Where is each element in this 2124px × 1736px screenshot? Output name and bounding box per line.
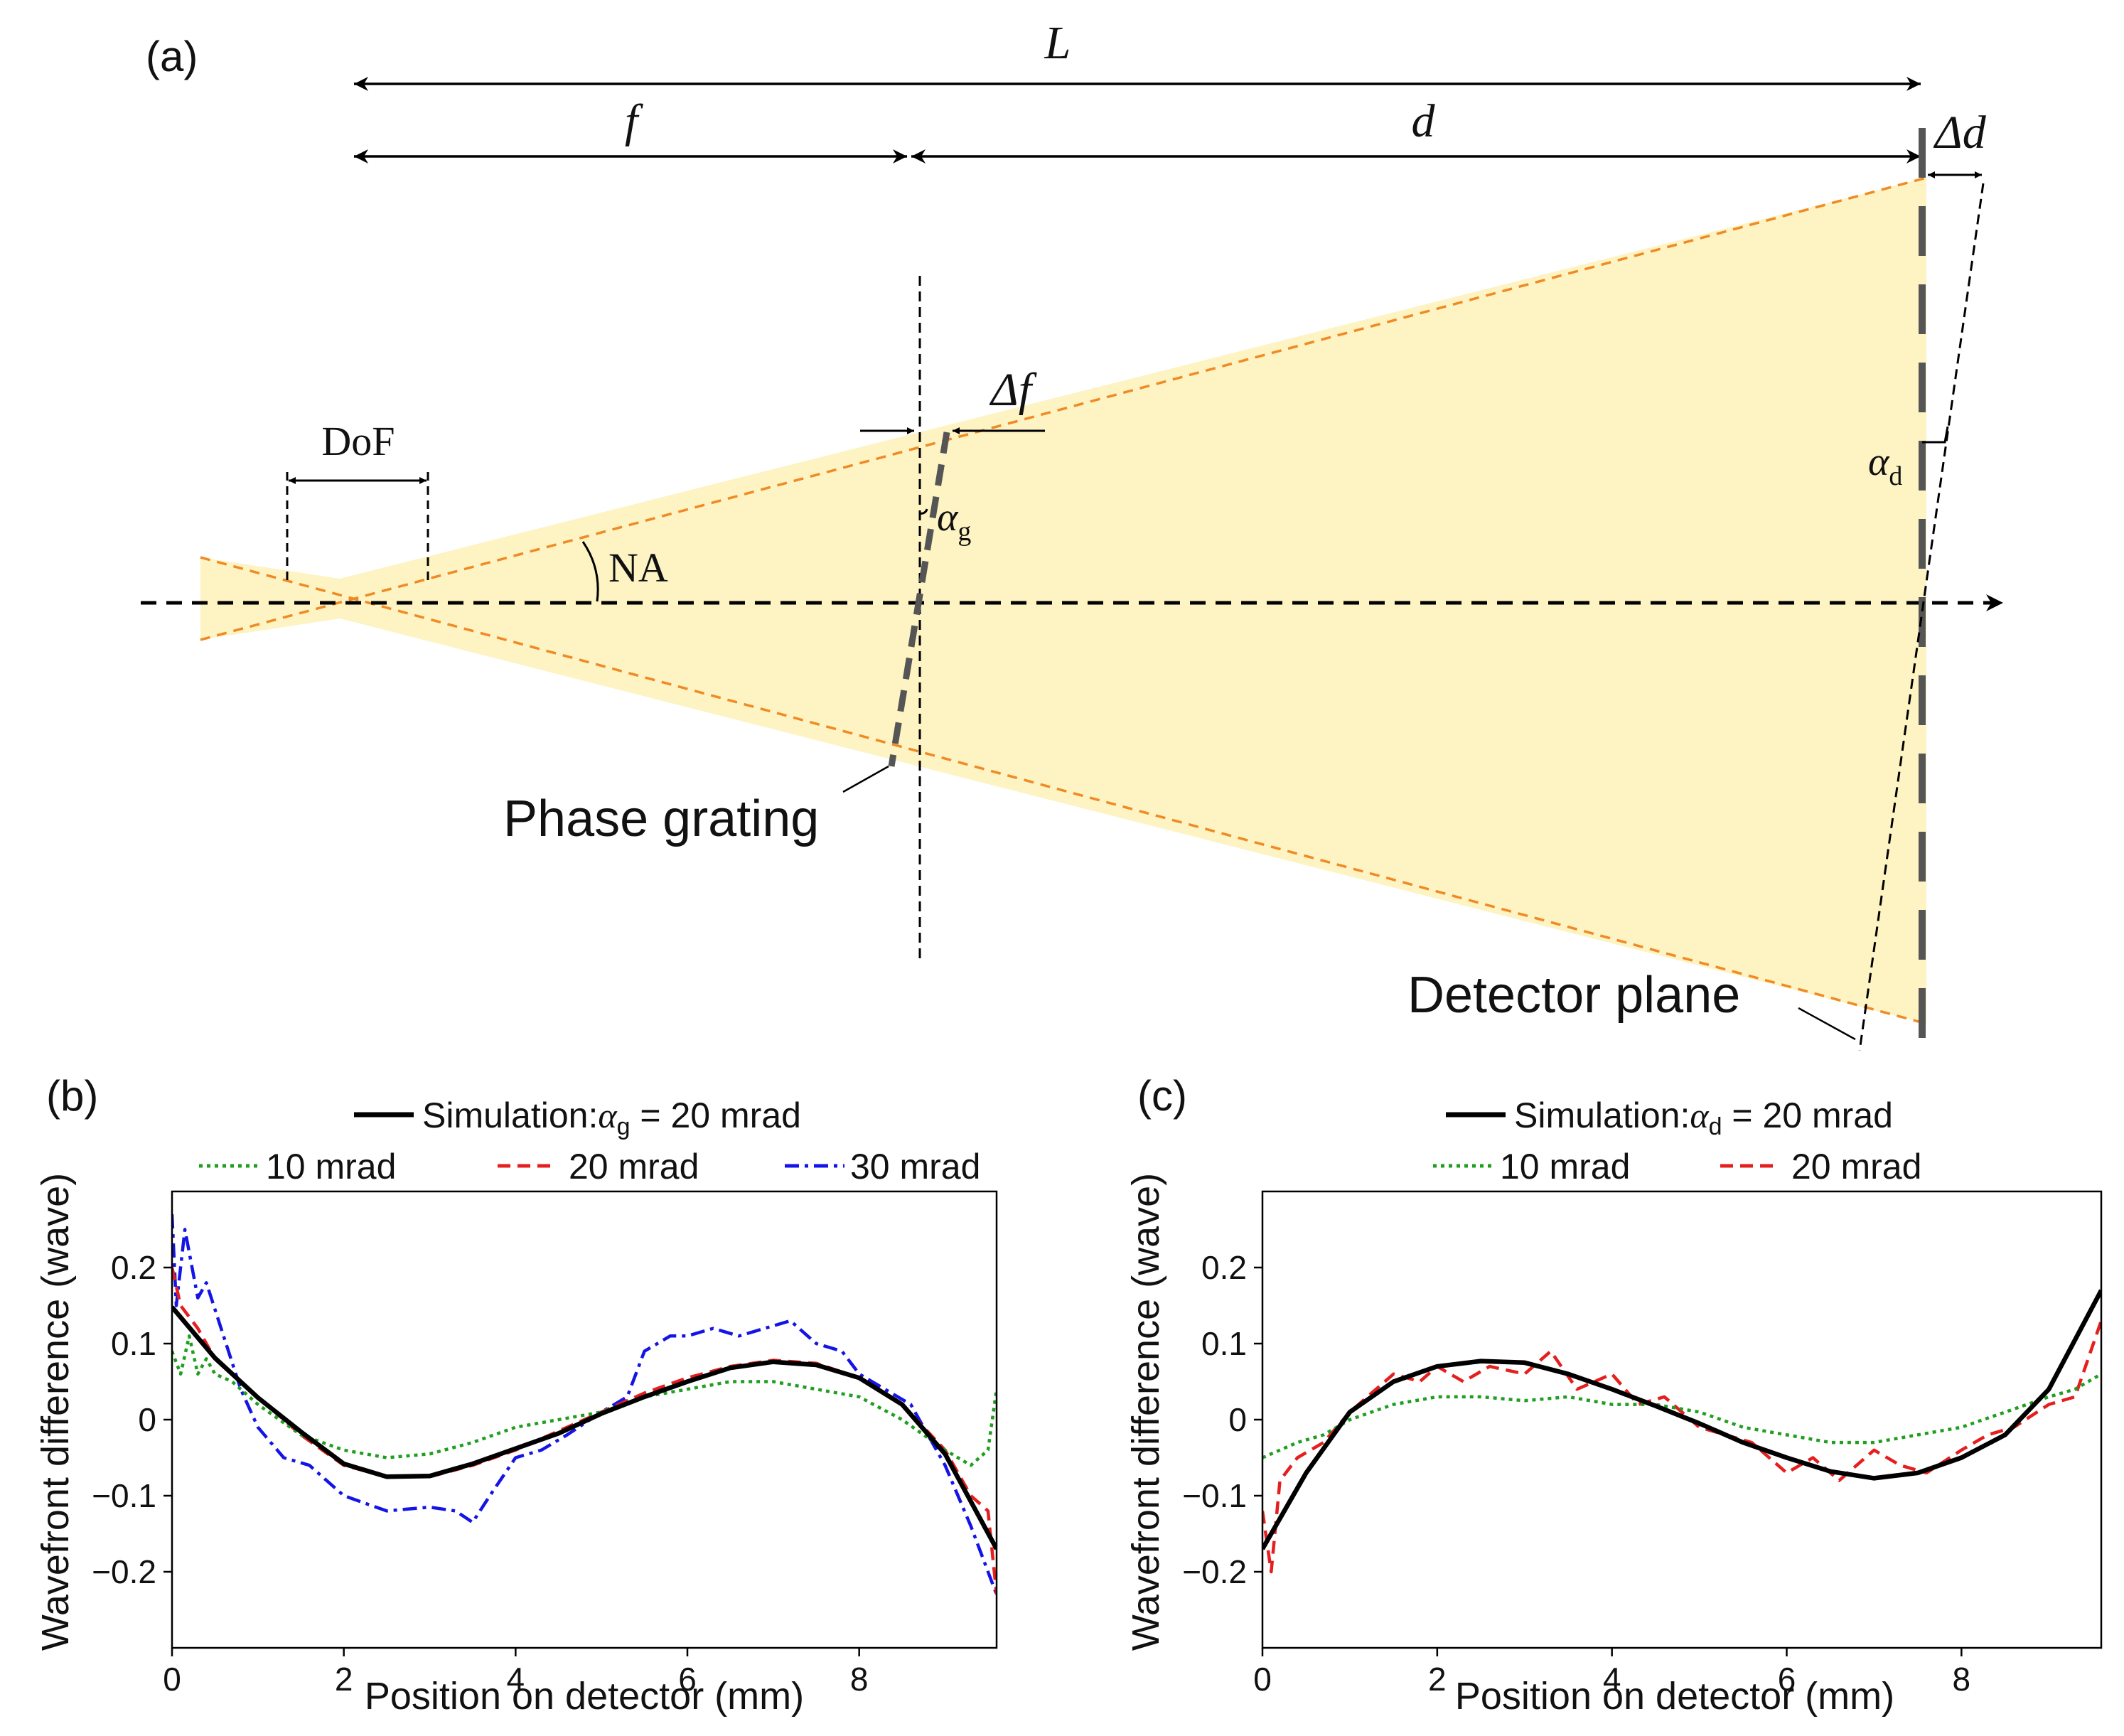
ylabel-c: Wavefront difference (wave) — [1125, 1173, 1167, 1651]
chart-c-ytick-label: 0 — [1228, 1401, 1247, 1438]
xlabel-c: Position on detector (mm) — [1455, 1675, 1894, 1718]
legend-b-20mrad-label: 20 mrad — [569, 1147, 699, 1186]
chart-b-ytick-label: −0.2 — [92, 1553, 156, 1590]
dof-label: DoF — [321, 418, 395, 464]
chart-c-xtick-label: 6 — [1778, 1661, 1796, 1698]
chart-b: (b) Simulation:αg = 20 mrad 10 mrad 20 m… — [34, 1072, 998, 1718]
chart-c-xtick-label: 4 — [1603, 1661, 1621, 1698]
legend-c-10mrad-label: 10 mrad — [1500, 1147, 1630, 1186]
chart-c-plot-frame — [1261, 1190, 2103, 1649]
detector-leader-line — [1798, 1007, 1856, 1041]
legend-c: Simulation:αd = 20 mrad 10 mrad 20 mrad — [1433, 1095, 1921, 1186]
chart-b-ytick-label: 0 — [138, 1401, 156, 1438]
alpha-d-arc — [1922, 426, 1949, 444]
beam-region — [200, 178, 1926, 1024]
legend-c-sim-label: Simulation:αd = 20 mrad — [1514, 1095, 1893, 1140]
detector-plane-label: Detector plane — [1407, 967, 1740, 1024]
alpha-d-label: αd — [1868, 440, 1902, 491]
detector-tilted — [1858, 183, 1985, 1051]
chart-b-series-group — [172, 1213, 997, 1595]
L-label: L — [1044, 17, 1071, 69]
chart-c-ytick-label: 0.2 — [1201, 1249, 1247, 1286]
chart-b-xtick-label: 0 — [163, 1661, 181, 1698]
chart-b-xtick-label: 4 — [507, 1661, 525, 1698]
f-label: f — [625, 95, 643, 147]
legend-b: Simulation:αg = 20 mrad 10 mrad 20 mrad … — [199, 1095, 980, 1186]
chart-c-ytick-label: −0.1 — [1182, 1477, 1247, 1514]
phase-grating — [888, 432, 950, 767]
chart-c-series-20-mrad — [1262, 1320, 2101, 1574]
chart-c-xtick-label: 0 — [1253, 1661, 1272, 1698]
na-angle-arc — [581, 541, 599, 602]
axes-c: 0 2 4 6 8 −0.2 −0.1 0 0.1 0.2 — [1182, 1190, 2103, 1698]
chart-b-series-10-mrad — [172, 1334, 997, 1467]
na-label: NA — [608, 545, 668, 591]
d-label: d — [1412, 95, 1436, 147]
panel-b-label: (b) — [46, 1072, 98, 1120]
grating-leader-line — [842, 765, 889, 793]
chart-c-xtick-label: 2 — [1428, 1661, 1447, 1698]
alpha-g-label: αg — [937, 495, 971, 547]
legend-c-20mrad-label: 20 mrad — [1791, 1147, 1921, 1186]
ylabel-b: Wavefront difference (wave) — [34, 1173, 77, 1651]
chart-b-xtick-label: 2 — [335, 1661, 353, 1698]
beam-edge-lower — [200, 556, 1927, 1025]
phase-grating-label: Phase grating — [503, 791, 819, 847]
delta-f-label: Δf — [989, 364, 1037, 416]
chart-b-series-simulation — [172, 1305, 997, 1550]
alpha-g-arc — [919, 508, 928, 515]
chart-c-ytick-label: −0.2 — [1182, 1553, 1247, 1590]
beam-edge-upper — [200, 176, 1927, 641]
chart-b-xtick-label: 6 — [678, 1661, 697, 1698]
schematic-diagram: (a) L f d Δd αd Detector plane Δf αg — [141, 17, 2003, 1066]
xlabel-b: Position on detector (mm) — [365, 1675, 804, 1718]
chart-b-ytick-label: 0.2 — [111, 1249, 156, 1286]
chart-c-series-group — [1262, 1289, 2101, 1574]
axes-b: 0 2 4 6 8 −0.2 −0.1 0 0.1 0.2 — [92, 1190, 998, 1698]
legend-b-sim-label: Simulation:αg = 20 mrad — [422, 1095, 801, 1140]
chart-c-series-simulation — [1262, 1289, 2101, 1550]
delta-d-label: Δd — [1933, 107, 1987, 159]
panel-c-label: (c) — [1137, 1072, 1187, 1120]
legend-b-10mrad-label: 10 mrad — [266, 1147, 396, 1186]
chart-c-xtick-label: 8 — [1953, 1661, 1971, 1698]
chart-b-ytick-label: −0.1 — [92, 1477, 156, 1514]
chart-c: (c) Simulation:αd = 20 mrad 10 mrad 20 m… — [1125, 1072, 2103, 1718]
chart-c-ytick-label: 0.1 — [1201, 1325, 1247, 1362]
chart-b-xtick-label: 8 — [850, 1661, 869, 1698]
panel-a-label: (a) — [146, 33, 198, 80]
chart-b-ytick-label: 0.1 — [111, 1325, 156, 1362]
legend-b-30mrad-label: 30 mrad — [850, 1147, 980, 1186]
